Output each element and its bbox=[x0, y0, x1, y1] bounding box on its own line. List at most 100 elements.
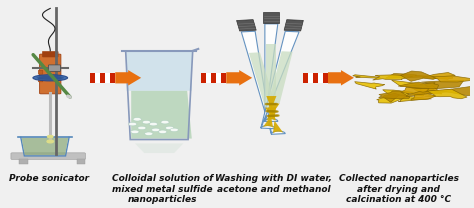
Polygon shape bbox=[401, 71, 436, 81]
Ellipse shape bbox=[33, 75, 68, 81]
Polygon shape bbox=[383, 93, 400, 102]
Circle shape bbox=[165, 126, 174, 130]
Polygon shape bbox=[126, 52, 192, 91]
Polygon shape bbox=[266, 44, 276, 96]
FancyBboxPatch shape bbox=[308, 73, 313, 83]
Polygon shape bbox=[422, 73, 456, 79]
FancyBboxPatch shape bbox=[323, 73, 328, 83]
Circle shape bbox=[267, 103, 270, 105]
Polygon shape bbox=[266, 96, 276, 121]
Circle shape bbox=[161, 120, 169, 124]
FancyBboxPatch shape bbox=[221, 73, 226, 83]
FancyArrow shape bbox=[115, 70, 141, 85]
Polygon shape bbox=[261, 31, 299, 129]
FancyBboxPatch shape bbox=[216, 73, 221, 83]
Polygon shape bbox=[379, 91, 410, 99]
FancyBboxPatch shape bbox=[105, 73, 110, 83]
Polygon shape bbox=[22, 138, 68, 155]
Circle shape bbox=[133, 118, 141, 121]
Circle shape bbox=[137, 126, 146, 130]
Circle shape bbox=[271, 103, 273, 105]
Polygon shape bbox=[412, 86, 442, 94]
Circle shape bbox=[267, 115, 270, 116]
Polygon shape bbox=[284, 20, 303, 31]
Polygon shape bbox=[269, 51, 292, 104]
Polygon shape bbox=[401, 87, 429, 96]
Text: Probe sonicator: Probe sonicator bbox=[9, 174, 90, 183]
Polygon shape bbox=[127, 91, 192, 139]
FancyBboxPatch shape bbox=[19, 159, 27, 164]
Circle shape bbox=[268, 111, 271, 112]
Circle shape bbox=[131, 130, 139, 134]
Circle shape bbox=[273, 111, 276, 112]
Circle shape bbox=[152, 128, 160, 132]
Polygon shape bbox=[265, 24, 278, 121]
FancyBboxPatch shape bbox=[95, 73, 100, 83]
Circle shape bbox=[274, 103, 277, 105]
Circle shape bbox=[273, 115, 275, 116]
Circle shape bbox=[266, 110, 269, 112]
FancyBboxPatch shape bbox=[201, 73, 206, 83]
FancyBboxPatch shape bbox=[48, 65, 60, 72]
Circle shape bbox=[269, 103, 272, 105]
Polygon shape bbox=[392, 80, 423, 86]
Polygon shape bbox=[433, 76, 474, 82]
FancyBboxPatch shape bbox=[38, 78, 43, 82]
Polygon shape bbox=[262, 103, 280, 129]
Circle shape bbox=[272, 111, 274, 112]
Circle shape bbox=[271, 115, 273, 116]
Polygon shape bbox=[405, 84, 436, 92]
Text: Collected nanoparticles
after drying and
calcination at 400 °C: Collected nanoparticles after drying and… bbox=[338, 174, 458, 204]
Circle shape bbox=[128, 122, 137, 126]
Circle shape bbox=[276, 115, 279, 116]
Circle shape bbox=[265, 103, 268, 105]
FancyBboxPatch shape bbox=[38, 70, 43, 74]
Circle shape bbox=[158, 130, 167, 134]
Text: Washing with DI water,
acetone and methanol: Washing with DI water, acetone and metha… bbox=[215, 174, 332, 194]
Polygon shape bbox=[411, 94, 436, 100]
Text: Colloidal solution of
mixed metal sulfide
nanoparticles: Colloidal solution of mixed metal sulfid… bbox=[112, 174, 213, 204]
Polygon shape bbox=[421, 80, 464, 89]
FancyBboxPatch shape bbox=[77, 159, 85, 164]
Circle shape bbox=[269, 115, 272, 116]
Ellipse shape bbox=[36, 76, 64, 80]
FancyBboxPatch shape bbox=[318, 73, 323, 83]
Polygon shape bbox=[424, 89, 467, 99]
Polygon shape bbox=[385, 74, 428, 78]
FancyBboxPatch shape bbox=[90, 73, 95, 83]
FancyArrow shape bbox=[226, 70, 252, 85]
FancyArrow shape bbox=[328, 70, 354, 85]
Circle shape bbox=[149, 122, 157, 126]
Polygon shape bbox=[383, 90, 414, 96]
FancyBboxPatch shape bbox=[40, 54, 61, 94]
Circle shape bbox=[275, 111, 278, 112]
Circle shape bbox=[47, 140, 54, 143]
FancyBboxPatch shape bbox=[302, 73, 308, 83]
Polygon shape bbox=[399, 95, 431, 102]
Polygon shape bbox=[355, 82, 385, 89]
Polygon shape bbox=[237, 20, 256, 31]
Polygon shape bbox=[249, 52, 276, 108]
Polygon shape bbox=[353, 75, 380, 78]
Polygon shape bbox=[373, 75, 413, 80]
Polygon shape bbox=[438, 86, 474, 96]
Circle shape bbox=[145, 132, 153, 135]
FancyBboxPatch shape bbox=[11, 153, 85, 159]
FancyBboxPatch shape bbox=[110, 73, 115, 83]
Polygon shape bbox=[265, 107, 284, 134]
Circle shape bbox=[274, 115, 277, 116]
FancyBboxPatch shape bbox=[100, 73, 105, 83]
FancyBboxPatch shape bbox=[211, 73, 216, 83]
Circle shape bbox=[47, 135, 53, 138]
FancyBboxPatch shape bbox=[206, 73, 211, 83]
Circle shape bbox=[270, 111, 273, 112]
Circle shape bbox=[170, 128, 178, 132]
Circle shape bbox=[273, 103, 275, 105]
Polygon shape bbox=[398, 82, 438, 88]
Polygon shape bbox=[264, 12, 279, 23]
Polygon shape bbox=[377, 95, 406, 103]
Polygon shape bbox=[135, 143, 183, 153]
Polygon shape bbox=[406, 90, 447, 97]
FancyBboxPatch shape bbox=[42, 51, 58, 57]
Circle shape bbox=[142, 120, 151, 124]
